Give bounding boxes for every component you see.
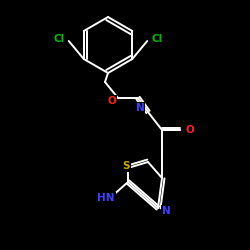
Text: S: S (122, 161, 130, 171)
Text: Cl: Cl (53, 34, 64, 44)
Text: N: N (162, 206, 170, 216)
Text: Cl: Cl (152, 34, 163, 44)
Text: HN: HN (97, 193, 115, 203)
Text: N: N (136, 103, 144, 113)
Text: O: O (186, 125, 194, 135)
Text: O: O (108, 96, 116, 106)
